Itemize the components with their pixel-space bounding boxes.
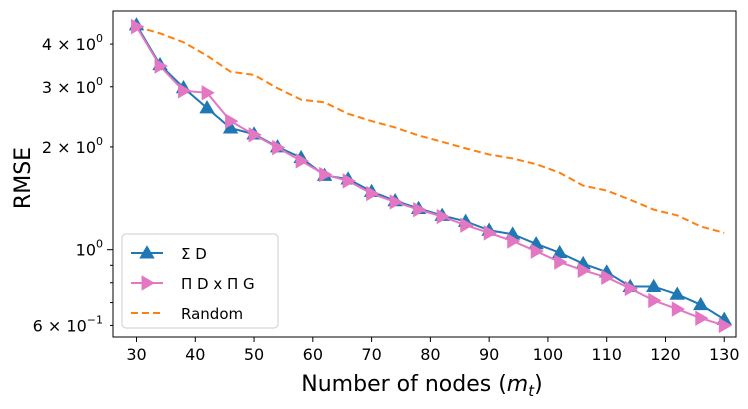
- data-point-prod-d-x-prod-g: [154, 58, 168, 74]
- data-point-prod-d-x-prod-g: [178, 83, 192, 99]
- data-point-prod-d-x-prod-g: [554, 254, 568, 270]
- x-axis-title-text: Number of nodes (: [301, 372, 507, 397]
- plot-series: [128, 17, 733, 334]
- data-point-prod-d-x-prod-g: [648, 292, 662, 309]
- data-point-prod-d-x-prod-g: [577, 262, 591, 279]
- x-tick-label: 70: [361, 345, 381, 364]
- x-axis-title-subscript: t: [528, 382, 535, 400]
- y-tick-label: 6 × 10−1: [33, 313, 103, 335]
- legend-marker: [139, 245, 155, 259]
- plot-frame: [112, 10, 737, 338]
- y-axis-title: RMSE: [11, 147, 36, 209]
- legend-label: Π D x Π G: [181, 275, 255, 293]
- x-tick-label: 60: [303, 345, 323, 364]
- series-random: [136, 25, 725, 234]
- data-point-prod-d-x-prod-g: [507, 233, 521, 249]
- data-point-prod-d-x-prod-g: [319, 166, 333, 183]
- data-point-prod-d-x-prod-g: [366, 185, 380, 202]
- data-point-prod-d-x-prod-g: [601, 269, 615, 286]
- x-tick-label: 90: [479, 345, 499, 364]
- data-point-prod-d-x-prod-g: [295, 153, 309, 169]
- data-point-prod-d-x-prod-g: [225, 113, 239, 129]
- y-tick-label: 4 × 100: [42, 32, 103, 54]
- x-axis-title-close: ): [534, 372, 543, 397]
- data-point-sum-d: [693, 296, 709, 311]
- x-tick-label: 110: [591, 345, 622, 364]
- legend-item-prod-d-x-prod-g: Π D x Π G: [131, 275, 255, 293]
- legend-label: Σ D: [181, 245, 207, 263]
- data-point-prod-d-x-prod-g: [460, 217, 474, 233]
- y-axis: 4 × 100 3 × 100 2 × 100 100 6 × 10−1: [33, 32, 113, 335]
- legend-item-sum-d: Σ D: [131, 245, 207, 263]
- x-tick-label: 40: [185, 345, 205, 364]
- x-tick-label: 100: [533, 345, 564, 364]
- data-point-sum-d: [646, 278, 662, 292]
- legend-marker: [141, 275, 155, 291]
- data-point-prod-d-x-prod-g: [389, 194, 403, 210]
- x-axis-title-math: m: [507, 372, 528, 397]
- legend: Σ D Π D x Π G Random: [121, 233, 279, 329]
- y-tick-label: 100: [76, 238, 103, 260]
- data-point-prod-d-x-prod-g: [718, 317, 733, 334]
- x-axis-title: Number of nodes (mt): [301, 372, 542, 400]
- data-point-prod-d-x-prod-g: [248, 127, 262, 143]
- data-point-prod-d-x-prod-g: [530, 243, 544, 259]
- data-point-prod-d-x-prod-g: [624, 280, 639, 297]
- series-prod-d-x-prod-g: [131, 18, 733, 334]
- legend-label: Random: [181, 305, 243, 323]
- data-point-prod-d-x-prod-g: [436, 208, 450, 225]
- data-point-sum-d: [669, 286, 685, 300]
- x-tick-label: 130: [709, 345, 740, 364]
- data-point-prod-d-x-prod-g: [695, 310, 709, 326]
- data-point-prod-d-x-prod-g: [342, 173, 356, 189]
- legend-item-random: Random: [131, 305, 243, 323]
- x-tick-label: 120: [650, 345, 681, 364]
- data-point-prod-d-x-prod-g: [201, 85, 215, 101]
- data-point-prod-d-x-prod-g: [413, 201, 427, 218]
- x-tick-label: 80: [420, 345, 440, 364]
- y-tick-label: 2 × 100: [42, 135, 103, 157]
- legend-box: [121, 233, 279, 329]
- x-tick-label: 50: [244, 345, 264, 364]
- x-axis: 30 40 50 60 70 80 90 100 110 120 130: [126, 337, 740, 364]
- data-point-prod-d-x-prod-g: [272, 139, 286, 156]
- data-point-prod-d-x-prod-g: [483, 225, 497, 241]
- data-point-sum-d: [199, 100, 215, 114]
- data-point-prod-d-x-prod-g: [671, 301, 686, 317]
- x-tick-label: 30: [126, 345, 146, 364]
- data-point-prod-d-x-prod-g: [131, 18, 145, 35]
- y-tick-label: 3 × 100: [42, 75, 103, 97]
- series-line-random: [136, 25, 725, 234]
